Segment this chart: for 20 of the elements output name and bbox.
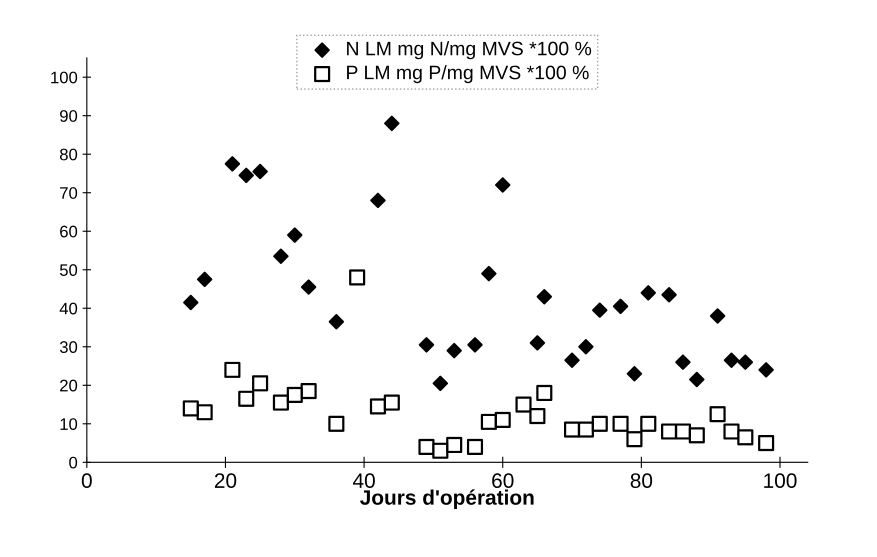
y-tick-label: 70 bbox=[60, 187, 78, 199]
x-tick-label: 60 bbox=[492, 473, 514, 488]
y-tick-label: 30 bbox=[60, 341, 78, 353]
y-tick-label: 80 bbox=[60, 148, 78, 160]
x-axis-title: Jours d'opération bbox=[360, 489, 534, 509]
y-tick-label: 100 bbox=[51, 72, 78, 84]
y-tick-label: 40 bbox=[60, 302, 78, 314]
x-tick-label: 20 bbox=[214, 473, 236, 488]
x-tick-label: 40 bbox=[352, 473, 375, 488]
x-tick-label: 80 bbox=[630, 473, 652, 488]
x-tick-label: 0 bbox=[82, 473, 92, 488]
legend-label: N LM mg N/mg MVS *100 % bbox=[347, 41, 592, 60]
legend-label: P LM mg P/mg MVS *100 % bbox=[347, 65, 589, 84]
y-tick-label: 0 bbox=[69, 456, 78, 469]
x-tick-label: 100 bbox=[764, 473, 797, 488]
y-tick-label: 10 bbox=[60, 418, 78, 430]
y-tick-label: 60 bbox=[60, 226, 78, 238]
y-tick-label: 20 bbox=[60, 380, 78, 392]
y-tick-label: 50 bbox=[60, 264, 78, 276]
y-tick-label: 90 bbox=[60, 110, 78, 122]
